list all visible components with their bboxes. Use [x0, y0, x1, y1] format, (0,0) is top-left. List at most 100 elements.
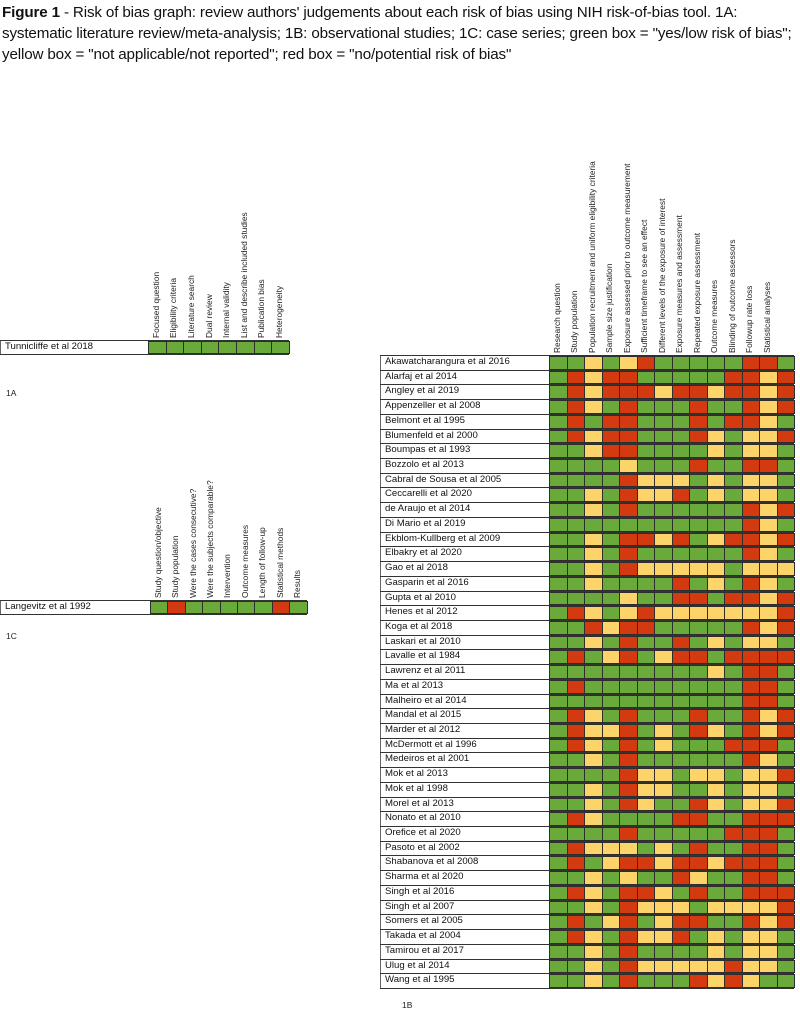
- rating-cell-yellow: [584, 532, 603, 547]
- rating-cell-green: [776, 930, 795, 944]
- rating-cell-green: [566, 562, 585, 576]
- rating-cell-red: [741, 665, 760, 679]
- rating-cell-green: [601, 606, 620, 620]
- study-name: Elbakry et al 2020: [380, 547, 549, 562]
- rating-cell-red: [776, 370, 795, 385]
- rating-cell-green: [636, 414, 655, 429]
- rating-cell-green: [776, 679, 795, 694]
- study-row: Belmont et al 1995: [380, 413, 795, 430]
- rating-cell-red: [619, 709, 638, 723]
- rating-cell-green: [549, 503, 568, 517]
- rating-cell-red: [759, 827, 778, 841]
- study-row: Di Mario et al 2019: [380, 516, 795, 533]
- rating-cell-green: [584, 915, 603, 930]
- rating-cell-green: [776, 974, 795, 988]
- rating-cell-red: [759, 812, 778, 827]
- rating-cell-green: [619, 665, 638, 679]
- rating-cell-green: [724, 679, 743, 694]
- rating-cell-green: [724, 797, 743, 812]
- rating-cell-red: [566, 856, 585, 871]
- rating-cell-red: [619, 488, 638, 503]
- rating-cell-green: [636, 370, 655, 385]
- rating-cell-green: [689, 944, 708, 959]
- rating-cell-yellow: [584, 797, 603, 812]
- rating-cell-red: [566, 812, 585, 827]
- rating-cell-green: [654, 871, 673, 885]
- rating-cell-green: [689, 503, 708, 517]
- rating-cell-green: [706, 915, 725, 930]
- rating-cell-yellow: [689, 959, 708, 974]
- rating-cell-yellow: [654, 385, 673, 400]
- rating-cell-green: [724, 665, 743, 679]
- rating-cell-yellow: [759, 915, 778, 930]
- rating-cell-yellow: [636, 782, 655, 797]
- rating-cell-yellow: [759, 444, 778, 459]
- rating-cell-green: [706, 738, 725, 753]
- rating-cell-yellow: [671, 473, 690, 488]
- study-name: McDermott et al 1996: [380, 738, 549, 753]
- column-header-label: Focused question: [150, 271, 161, 338]
- rating-cell-yellow: [741, 930, 760, 944]
- rating-cell-green: [654, 974, 673, 988]
- rating-cell-green: [689, 444, 708, 459]
- rating-cell-green: [566, 635, 585, 650]
- rating-cell-green: [689, 679, 708, 694]
- study-name: Laskari et al 2010: [380, 635, 549, 650]
- caption-label: Figure 1: [2, 4, 60, 21]
- rating-cell-red: [566, 885, 585, 900]
- rating-cell-red: [741, 650, 760, 665]
- rating-cell-green: [671, 738, 690, 753]
- rating-cell-green: [689, 547, 708, 562]
- rating-cell-red: [619, 753, 638, 768]
- rating-cell-yellow: [689, 606, 708, 620]
- rating-cell-yellow: [636, 930, 655, 944]
- rating-cell-red: [724, 414, 743, 429]
- rating-cell-yellow: [654, 856, 673, 871]
- rating-cell-yellow: [619, 841, 638, 856]
- rating-cell-yellow: [671, 959, 690, 974]
- rating-cell-green: [724, 694, 743, 709]
- column-header-label: Results: [291, 570, 302, 598]
- rating-cell-red: [741, 915, 760, 930]
- rating-cell-green: [549, 429, 568, 444]
- rating-cell-green: [724, 871, 743, 885]
- study-name: Koga et al 2018: [380, 620, 549, 635]
- rating-cell-green: [706, 871, 725, 885]
- rating-cell-green: [706, 503, 725, 517]
- study-row: Mandal et al 2015: [380, 708, 795, 724]
- rating-cell-green: [236, 341, 255, 355]
- rating-cell-green: [566, 532, 585, 547]
- rating-cell-green: [549, 679, 568, 694]
- rating-cell-green: [601, 797, 620, 812]
- rating-cell-green: [776, 665, 795, 679]
- rating-cell-green: [549, 459, 568, 473]
- rating-cell-red: [741, 356, 760, 370]
- study-name: Singh et al 2007: [380, 900, 549, 915]
- rating-cell-green: [566, 665, 585, 679]
- rating-cell-red: [566, 606, 585, 620]
- study-name: Malheiro et al 2014: [380, 694, 549, 709]
- study-row: Gao et al 2018: [380, 561, 795, 577]
- rating-cell-green: [601, 473, 620, 488]
- rating-cell-red: [724, 856, 743, 871]
- rating-cell-green: [724, 782, 743, 797]
- study-name: Ma et al 2013: [380, 679, 549, 694]
- rating-cell-green: [724, 429, 743, 444]
- rating-cell-green: [636, 635, 655, 650]
- column-header-label: List and describe included studies: [238, 212, 249, 338]
- rating-cell-green: [601, 532, 620, 547]
- rating-cell-green: [549, 694, 568, 709]
- rating-cell-green: [654, 709, 673, 723]
- column-header-label: Study question/objective: [152, 507, 163, 598]
- rating-cell-green: [636, 827, 655, 841]
- rating-cell-yellow: [759, 724, 778, 738]
- rating-cell-red: [619, 959, 638, 974]
- rating-cell-red: [759, 871, 778, 885]
- rating-cell-green: [584, 679, 603, 694]
- rating-cell-green: [689, 620, 708, 635]
- study-row: Appenzeller et al 2008: [380, 399, 795, 415]
- rating-cell-green: [706, 827, 725, 841]
- rating-cell-green: [654, 356, 673, 370]
- rating-cell-yellow: [741, 782, 760, 797]
- rating-cell-green: [636, 974, 655, 988]
